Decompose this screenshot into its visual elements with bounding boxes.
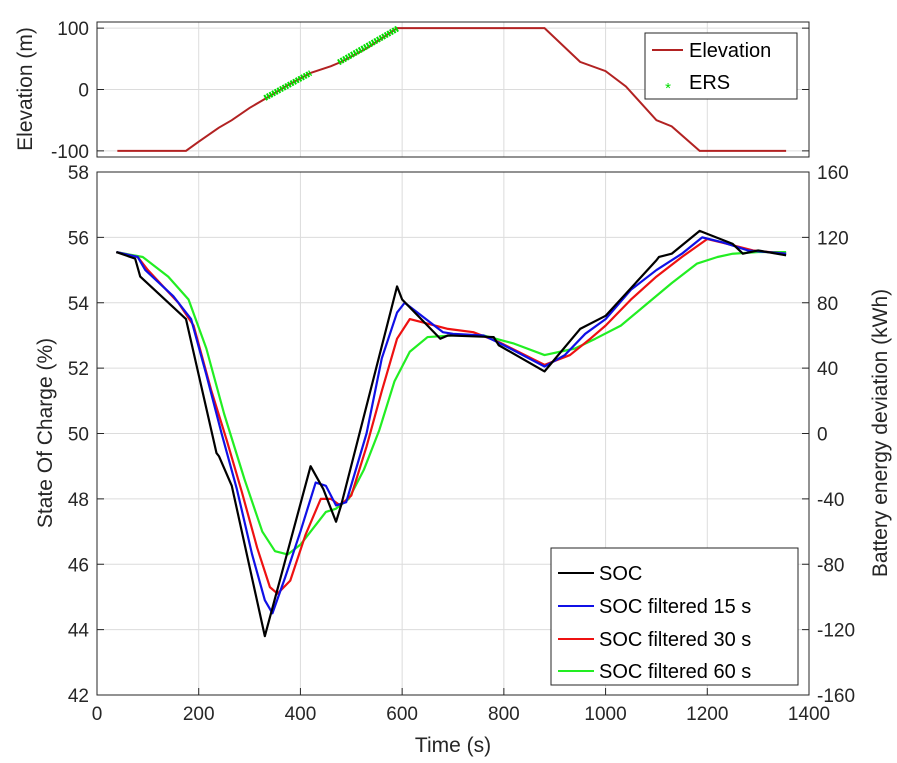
x-tick-label: 0 bbox=[92, 704, 103, 725]
y2-tick-label: 160 bbox=[817, 163, 849, 184]
soc-series bbox=[115, 229, 787, 638]
legend-label-soc-30s: SOC filtered 30 s bbox=[599, 629, 751, 651]
series-soc-filtered-30-s bbox=[116, 237, 787, 595]
x-tick-label: 200 bbox=[183, 704, 215, 725]
elevation-axes: -100 0 100 Elevation (m) Elevation * ERS bbox=[14, 19, 810, 163]
y2-tick-label: 0 bbox=[817, 425, 828, 446]
elevation-series bbox=[117, 25, 787, 152]
y-tick-label: 52 bbox=[68, 359, 89, 380]
y2-tick-label: -120 bbox=[817, 621, 855, 642]
elevation-legend-box bbox=[644, 32, 798, 100]
x-axis-label: Time (s) bbox=[415, 734, 491, 757]
y-tick-label: 48 bbox=[68, 490, 89, 511]
y2-tick-label: -80 bbox=[817, 555, 844, 576]
y-tick-label: 58 bbox=[68, 163, 89, 184]
elevation-y-tick-label: 0 bbox=[78, 81, 89, 102]
soc-y-ticks: 42 44 46 48 50 52 54 56 58 bbox=[68, 163, 104, 707]
legend-label-soc-15s: SOC filtered 15 s bbox=[599, 596, 751, 618]
y-tick-label: 46 bbox=[68, 555, 89, 576]
y-tick-label: 54 bbox=[68, 294, 90, 315]
y-tick-label: 56 bbox=[68, 228, 89, 249]
legend-marker-ers: * bbox=[665, 80, 671, 97]
soc-legend-box bbox=[550, 547, 799, 686]
legend-label-soc-60s: SOC filtered 60 s bbox=[599, 661, 751, 683]
soc-x-ticks: 0 200 400 600 800 1000 1200 1400 bbox=[92, 688, 830, 725]
x-tick-label: 400 bbox=[285, 704, 317, 725]
elevation-legend: Elevation * ERS bbox=[644, 32, 798, 100]
x-tick-label: 1400 bbox=[788, 704, 830, 725]
legend-label-soc: SOC bbox=[599, 563, 642, 585]
elevation-y-tick-label: -100 bbox=[51, 142, 89, 163]
x-tick-label: 600 bbox=[386, 704, 418, 725]
x-tick-label: 1000 bbox=[584, 704, 626, 725]
x-tick-label: 800 bbox=[488, 704, 520, 725]
series-soc-filtered-60-s bbox=[116, 250, 787, 556]
elevation-y-ticks: -100 0 100 bbox=[51, 19, 809, 163]
y2-tick-label: -40 bbox=[817, 490, 844, 511]
y2-axis-label: Battery energy deviation (kWh) bbox=[869, 289, 892, 577]
x-tick-label: 1200 bbox=[686, 704, 728, 725]
series-ers-segment-1 bbox=[337, 25, 400, 66]
series-soc-filtered-15-s bbox=[116, 236, 787, 615]
y2-tick-label: 120 bbox=[817, 228, 849, 249]
y2-tick-label: -160 bbox=[817, 686, 855, 707]
soc-y2-ticks: -160 -120 -80 -40 0 40 80 120 160 bbox=[802, 163, 855, 707]
y-tick-label: 42 bbox=[68, 686, 89, 707]
elevation-y-label: Elevation (m) bbox=[14, 27, 37, 151]
y-axis-label: State Of Charge (%) bbox=[34, 338, 57, 528]
elevation-y-tick-label: 100 bbox=[57, 19, 89, 40]
soc-legend: SOC SOC filtered 15 s SOC filtered 30 s … bbox=[550, 547, 799, 686]
y-tick-label: 50 bbox=[68, 425, 89, 446]
series-ers-segment-0 bbox=[263, 70, 313, 101]
legend-label-ers: ERS bbox=[689, 72, 730, 94]
soc-axes: 0 200 400 600 800 1000 1200 1400 42444648505254… bbox=[34, 163, 892, 757]
legend-label-elevation: Elevation bbox=[689, 40, 771, 62]
series-soc bbox=[115, 229, 787, 638]
series-elevation bbox=[117, 27, 787, 152]
y2-tick-label: 80 bbox=[817, 294, 838, 315]
y2-tick-label: 40 bbox=[817, 359, 838, 380]
y-tick-label: 44 bbox=[68, 621, 90, 642]
